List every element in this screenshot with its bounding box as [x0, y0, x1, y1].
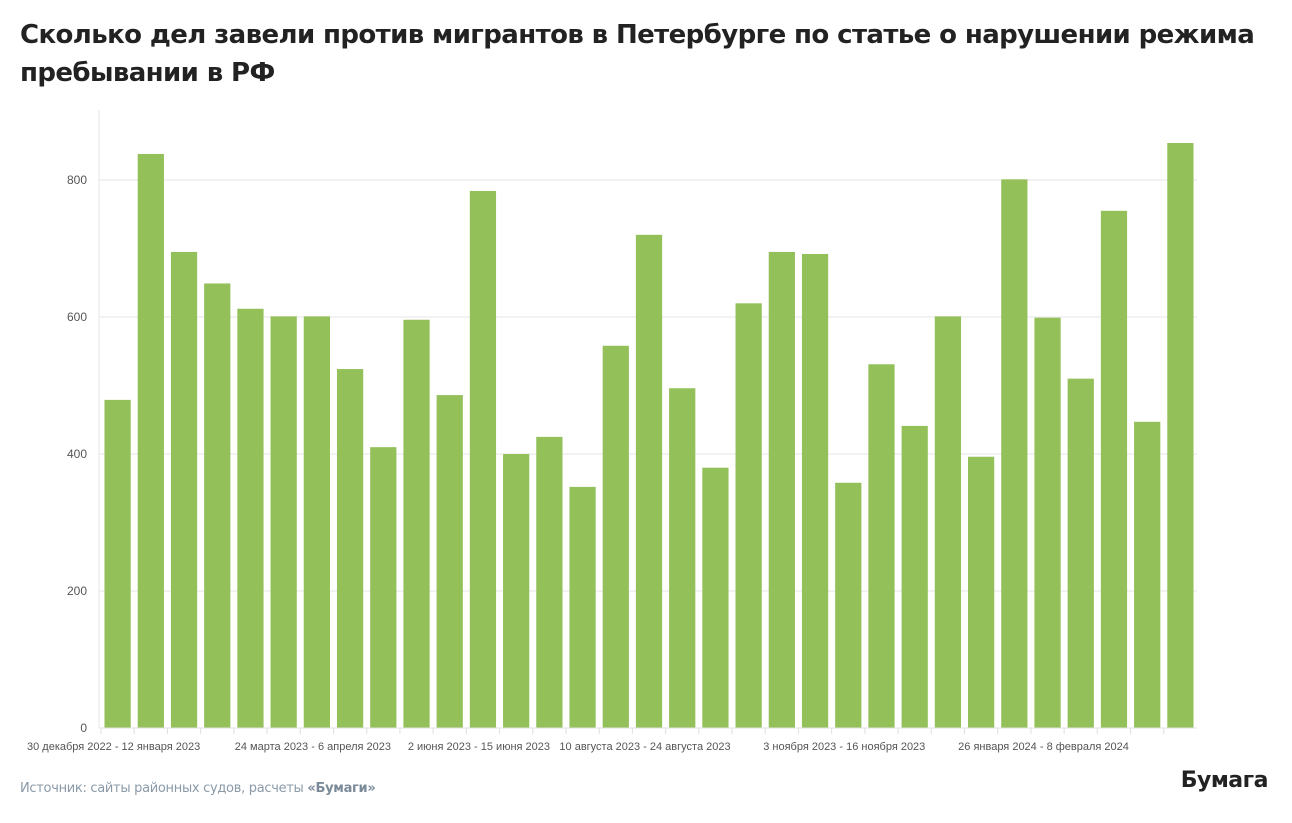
x-tick-label: 30 декабря 2022 - 12 января 2023 [27, 741, 200, 753]
bar [635, 234, 663, 729]
bar [669, 388, 696, 728]
bar [702, 467, 729, 728]
bar [503, 454, 530, 728]
y-tick-label: 600 [67, 310, 87, 324]
x-tick-label: 24 марта 2023 - 6 апреля 2023 [235, 741, 391, 753]
bar [1067, 378, 1094, 728]
bar [204, 283, 231, 728]
bar [1167, 143, 1194, 728]
chart-title: Сколько дел завели против мигрантов в Пе… [20, 20, 1255, 88]
x-tick-label: 2 июня 2023 - 15 июня 2023 [408, 741, 550, 753]
bar [270, 316, 297, 728]
bar [170, 251, 198, 729]
bar [968, 456, 995, 728]
y-tick-label: 800 [67, 173, 87, 187]
bar [469, 190, 497, 728]
bar [137, 153, 164, 729]
bar [901, 425, 928, 728]
bar [569, 486, 596, 728]
bar [835, 482, 862, 728]
bar [868, 364, 895, 728]
bar [1100, 210, 1128, 728]
bar [436, 395, 463, 728]
bar [370, 447, 397, 728]
source-brand: «Бумаги» [307, 781, 376, 796]
x-tick-label: 3 ноября 2023 - 16 ноября 2023 [763, 741, 925, 753]
bar [536, 436, 563, 728]
y-tick-label: 400 [67, 447, 87, 461]
bar [1134, 421, 1161, 728]
bar [1034, 317, 1061, 728]
x-tick-label: 10 августа 2023 - 24 августа 2023 [559, 741, 730, 753]
y-tick-label: 0 [80, 721, 87, 735]
bar [801, 253, 829, 729]
bar [934, 316, 962, 728]
bar [237, 308, 264, 728]
x-tick-label: 26 января 2024 - 8 февраля 2024 [958, 741, 1129, 753]
bar [303, 316, 330, 728]
bar [768, 251, 795, 729]
bar [104, 399, 131, 728]
brand-logo: Бумага [1180, 768, 1269, 793]
bar [1001, 179, 1028, 728]
source-text: Источник: сайты районных судов, расчеты [20, 781, 308, 796]
bar [602, 345, 629, 728]
y-tick-label: 200 [67, 584, 87, 598]
bar [403, 319, 430, 728]
bar [336, 369, 364, 728]
source-note: Источник: сайты районных судов, расчеты … [20, 781, 376, 796]
bar [735, 303, 762, 728]
